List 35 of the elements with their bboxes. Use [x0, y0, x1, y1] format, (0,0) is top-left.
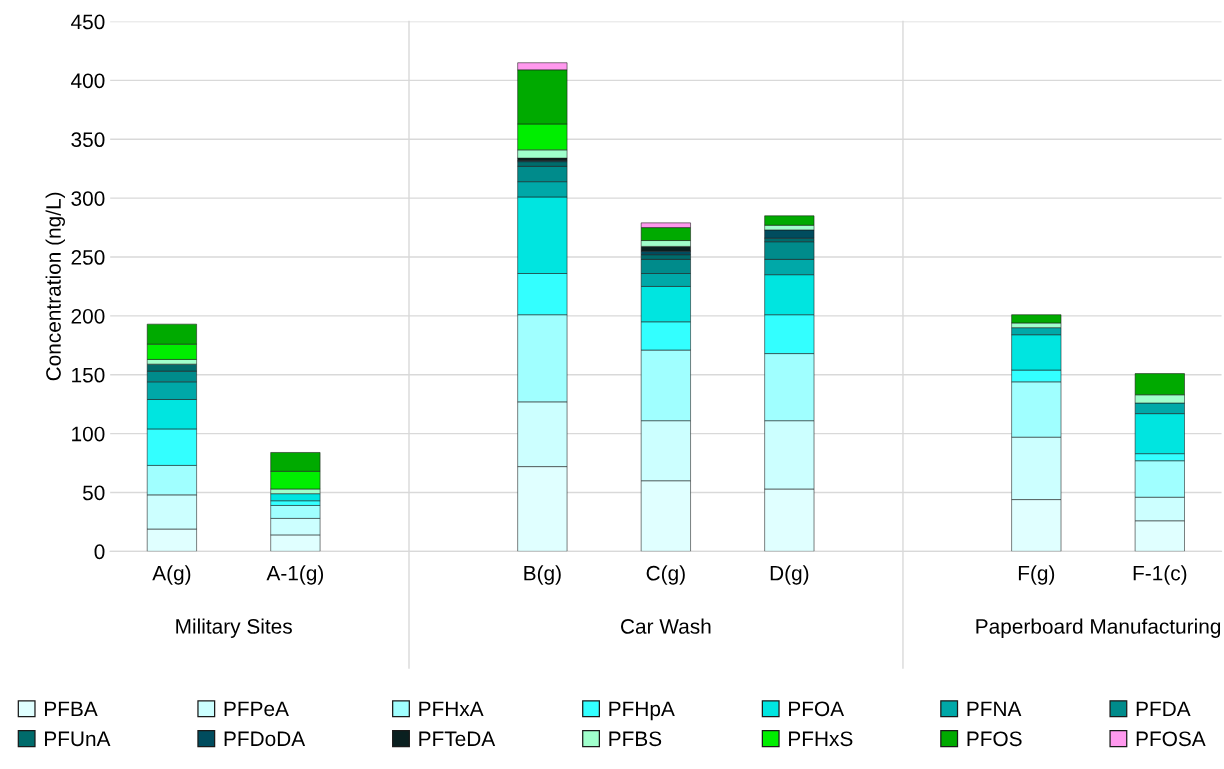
legend-label: PFTeDA — [419, 731, 496, 747]
text: Car Wash — [621, 618, 711, 634]
legend-label: PFOSA — [1136, 731, 1206, 747]
y-tick-label: 0 — [94, 544, 105, 560]
legend-label: PFPeA — [224, 701, 289, 717]
x-tick-label: F(g) — [1018, 565, 1055, 585]
x-tick-label: A-1(g) — [266, 565, 324, 585]
legend-label: PFOA — [789, 701, 845, 717]
legend-label: PFHxA — [419, 701, 484, 716]
legend-label: PFHpA — [609, 701, 675, 721]
legend-label: PFUnA — [45, 731, 111, 747]
x-tick-label: B(g) — [524, 565, 561, 585]
y-tick-label: 300 — [71, 191, 105, 206]
legend-label: PFBS — [609, 731, 662, 747]
y-tick-label: 450 — [71, 14, 105, 30]
y-tick-label: 400 — [71, 73, 105, 89]
y-tick-label: 350 — [71, 132, 105, 148]
y-tick-label: 250 — [71, 250, 105, 265]
legend-label: PFBA — [45, 701, 98, 716]
legend-label: PFDoDA — [224, 731, 306, 747]
legend-label: PFDA — [1136, 701, 1191, 716]
x-tick-label: F-1(c) — [1133, 565, 1187, 585]
x-tick-label: D(g) — [770, 565, 809, 585]
y-tick-label: 50 — [82, 485, 105, 501]
legend-label: PFOS — [967, 731, 1022, 747]
text: Military Sites — [176, 618, 292, 638]
y-axis-title: Concentration (ng/L) — [45, 192, 65, 381]
x-tick-label: C(g) — [646, 565, 685, 585]
legend-label: PFNA — [967, 701, 1022, 716]
y-tick-label: 150 — [72, 367, 105, 383]
text: Paperboard Manufacturing — [976, 618, 1221, 638]
legend-label: PFHxS — [789, 731, 853, 747]
y-tick-label: 200 — [71, 308, 105, 324]
x-tick-label: A(g) — [152, 565, 191, 585]
y-tick-label: 100 — [72, 426, 105, 442]
